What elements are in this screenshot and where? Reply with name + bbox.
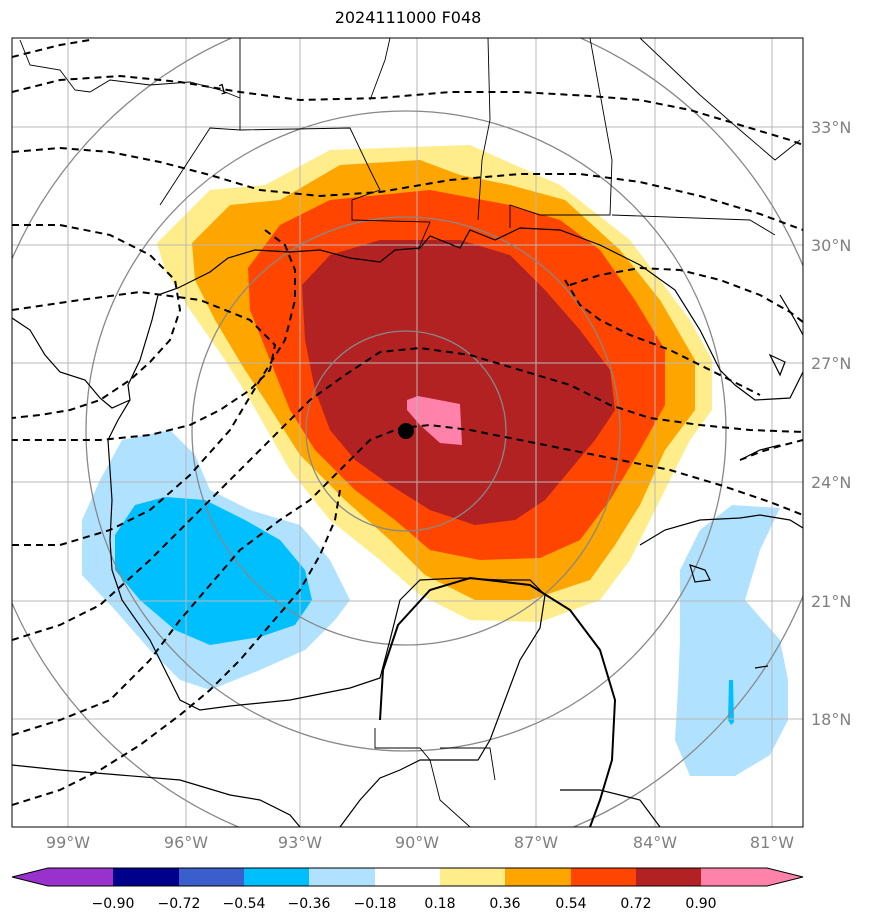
colorbar-tick-label: −0.36 bbox=[288, 896, 331, 912]
shade-light-blue-east bbox=[675, 505, 788, 776]
lat-label: 33°N bbox=[811, 118, 851, 137]
contour-solid bbox=[379, 576, 617, 827]
map-frame bbox=[11, 37, 804, 828]
colorbar-swatch bbox=[48, 868, 113, 886]
colorbar-tick-label: 0.54 bbox=[555, 896, 586, 912]
contours-dashed bbox=[12, 39, 803, 806]
colorbar-swatch bbox=[701, 868, 767, 886]
colorbar-min-arrow bbox=[12, 868, 48, 886]
colorbar-tick-label: −0.18 bbox=[354, 896, 397, 912]
colorbar-swatch bbox=[505, 868, 571, 886]
colorbar-swatch bbox=[440, 868, 505, 886]
coastlines bbox=[12, 227, 803, 827]
colorbar-max-arrow bbox=[767, 868, 803, 886]
shade-pink bbox=[407, 396, 462, 445]
lon-label: 84°W bbox=[633, 833, 677, 852]
colorbar-tick-label: 0.72 bbox=[620, 896, 651, 912]
lon-label: 90°W bbox=[395, 833, 439, 852]
colorbar-swatch bbox=[636, 868, 701, 886]
storm-center-marker bbox=[398, 423, 414, 439]
range-rings bbox=[12, 38, 803, 827]
shade-dark-red bbox=[302, 240, 615, 525]
lon-label: 81°W bbox=[750, 833, 794, 852]
graticule bbox=[12, 38, 803, 827]
lon-label: 93°W bbox=[278, 833, 322, 852]
lat-label: 21°N bbox=[811, 592, 851, 611]
lon-label: 87°W bbox=[514, 833, 558, 852]
colorbar-tick-label: 0.18 bbox=[424, 896, 455, 912]
lat-label: 27°N bbox=[811, 354, 851, 373]
colorbar-tick-label: 0.36 bbox=[489, 896, 520, 912]
lon-label: 96°W bbox=[164, 833, 208, 852]
colorbar-swatch bbox=[113, 868, 179, 886]
lon-axis: 99°W 96°W 93°W 90°W 87°W 84°W 81°W bbox=[46, 833, 794, 852]
colorbar-swatch bbox=[244, 868, 309, 886]
borders bbox=[19, 38, 801, 827]
colorbar-tick-label: −0.90 bbox=[92, 896, 135, 912]
map-plot-area: 1 bbox=[12, 38, 803, 827]
colorbar-swatch bbox=[179, 868, 244, 886]
colorbar-swatch bbox=[309, 868, 375, 886]
lat-label: 18°N bbox=[811, 710, 851, 729]
lat-axis: 33°N 30°N 27°N 24°N 21°N 18°N bbox=[811, 118, 851, 729]
colorbar-tick-label: −0.72 bbox=[158, 896, 201, 912]
colorbar: −0.90 −0.72 −0.54 −0.36 −0.18 0.18 0.36 … bbox=[11, 867, 804, 912]
map-title: 2024111000 F048 bbox=[334, 8, 482, 27]
contour-label: 1 bbox=[217, 81, 230, 99]
lon-label: 99°W bbox=[46, 833, 90, 852]
colorbar-swatch bbox=[375, 868, 440, 886]
colorbar-tick-label: 0.90 bbox=[685, 896, 716, 912]
lat-label: 24°N bbox=[811, 473, 851, 492]
colorbar-swatch bbox=[571, 868, 636, 886]
lat-label: 30°N bbox=[811, 236, 851, 255]
colorbar-outline bbox=[11, 867, 804, 887]
colorbar-tick-label: −0.54 bbox=[223, 896, 266, 912]
shade-blue-east-streak bbox=[728, 680, 734, 725]
